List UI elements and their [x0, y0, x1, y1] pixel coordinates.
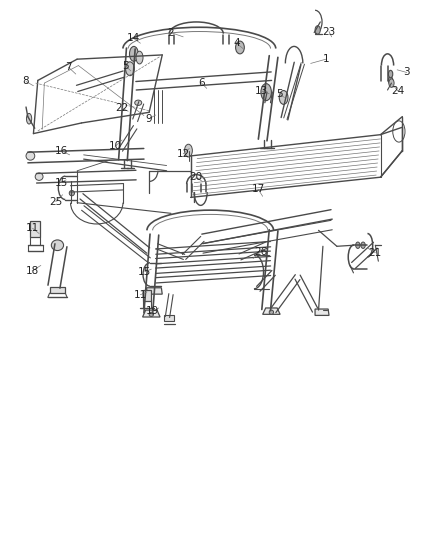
- Text: 23: 23: [322, 27, 336, 37]
- Ellipse shape: [269, 310, 274, 314]
- Ellipse shape: [26, 152, 35, 160]
- Text: 22: 22: [116, 103, 129, 113]
- Ellipse shape: [315, 26, 320, 34]
- Text: 7: 7: [65, 62, 72, 72]
- Ellipse shape: [130, 46, 138, 61]
- Polygon shape: [263, 308, 280, 314]
- Ellipse shape: [356, 242, 360, 248]
- Text: 8: 8: [23, 77, 29, 86]
- Ellipse shape: [35, 173, 43, 180]
- Text: 18: 18: [25, 266, 39, 276]
- Polygon shape: [143, 290, 151, 301]
- Text: 17: 17: [252, 184, 265, 195]
- Text: 26: 26: [254, 247, 268, 256]
- Text: 10: 10: [109, 141, 122, 151]
- Ellipse shape: [279, 91, 288, 104]
- Text: 24: 24: [392, 86, 405, 96]
- Text: 5: 5: [122, 61, 128, 70]
- Ellipse shape: [389, 79, 394, 87]
- Text: 16: 16: [54, 146, 67, 156]
- Text: 14: 14: [126, 33, 140, 43]
- Ellipse shape: [26, 114, 32, 124]
- Text: 2: 2: [168, 28, 174, 38]
- Polygon shape: [315, 309, 329, 316]
- Polygon shape: [30, 221, 40, 237]
- Ellipse shape: [149, 312, 153, 317]
- Text: 13: 13: [255, 86, 268, 96]
- Polygon shape: [49, 287, 65, 293]
- Ellipse shape: [135, 100, 142, 106]
- Text: 5: 5: [276, 89, 283, 99]
- Text: 25: 25: [49, 197, 62, 207]
- Text: 20: 20: [189, 172, 202, 182]
- Text: 1: 1: [323, 54, 329, 64]
- Polygon shape: [164, 316, 174, 321]
- Ellipse shape: [261, 84, 272, 101]
- Text: 3: 3: [403, 68, 410, 77]
- Text: 15: 15: [138, 267, 152, 277]
- Text: 15: 15: [54, 177, 67, 188]
- Text: 19: 19: [146, 306, 159, 316]
- Text: 4: 4: [233, 38, 240, 48]
- Polygon shape: [143, 310, 160, 317]
- Text: 11: 11: [26, 223, 39, 233]
- Text: 21: 21: [369, 248, 382, 257]
- Ellipse shape: [69, 190, 74, 196]
- Ellipse shape: [126, 62, 134, 76]
- Text: 12: 12: [177, 149, 190, 159]
- Ellipse shape: [389, 77, 393, 84]
- Ellipse shape: [236, 41, 244, 54]
- Text: 9: 9: [146, 114, 152, 124]
- Ellipse shape: [51, 240, 64, 251]
- Ellipse shape: [184, 144, 192, 157]
- Polygon shape: [147, 288, 162, 294]
- Ellipse shape: [361, 242, 365, 248]
- Ellipse shape: [389, 70, 393, 78]
- Text: 11: 11: [134, 289, 147, 300]
- Text: 6: 6: [198, 78, 205, 88]
- Ellipse shape: [136, 51, 143, 64]
